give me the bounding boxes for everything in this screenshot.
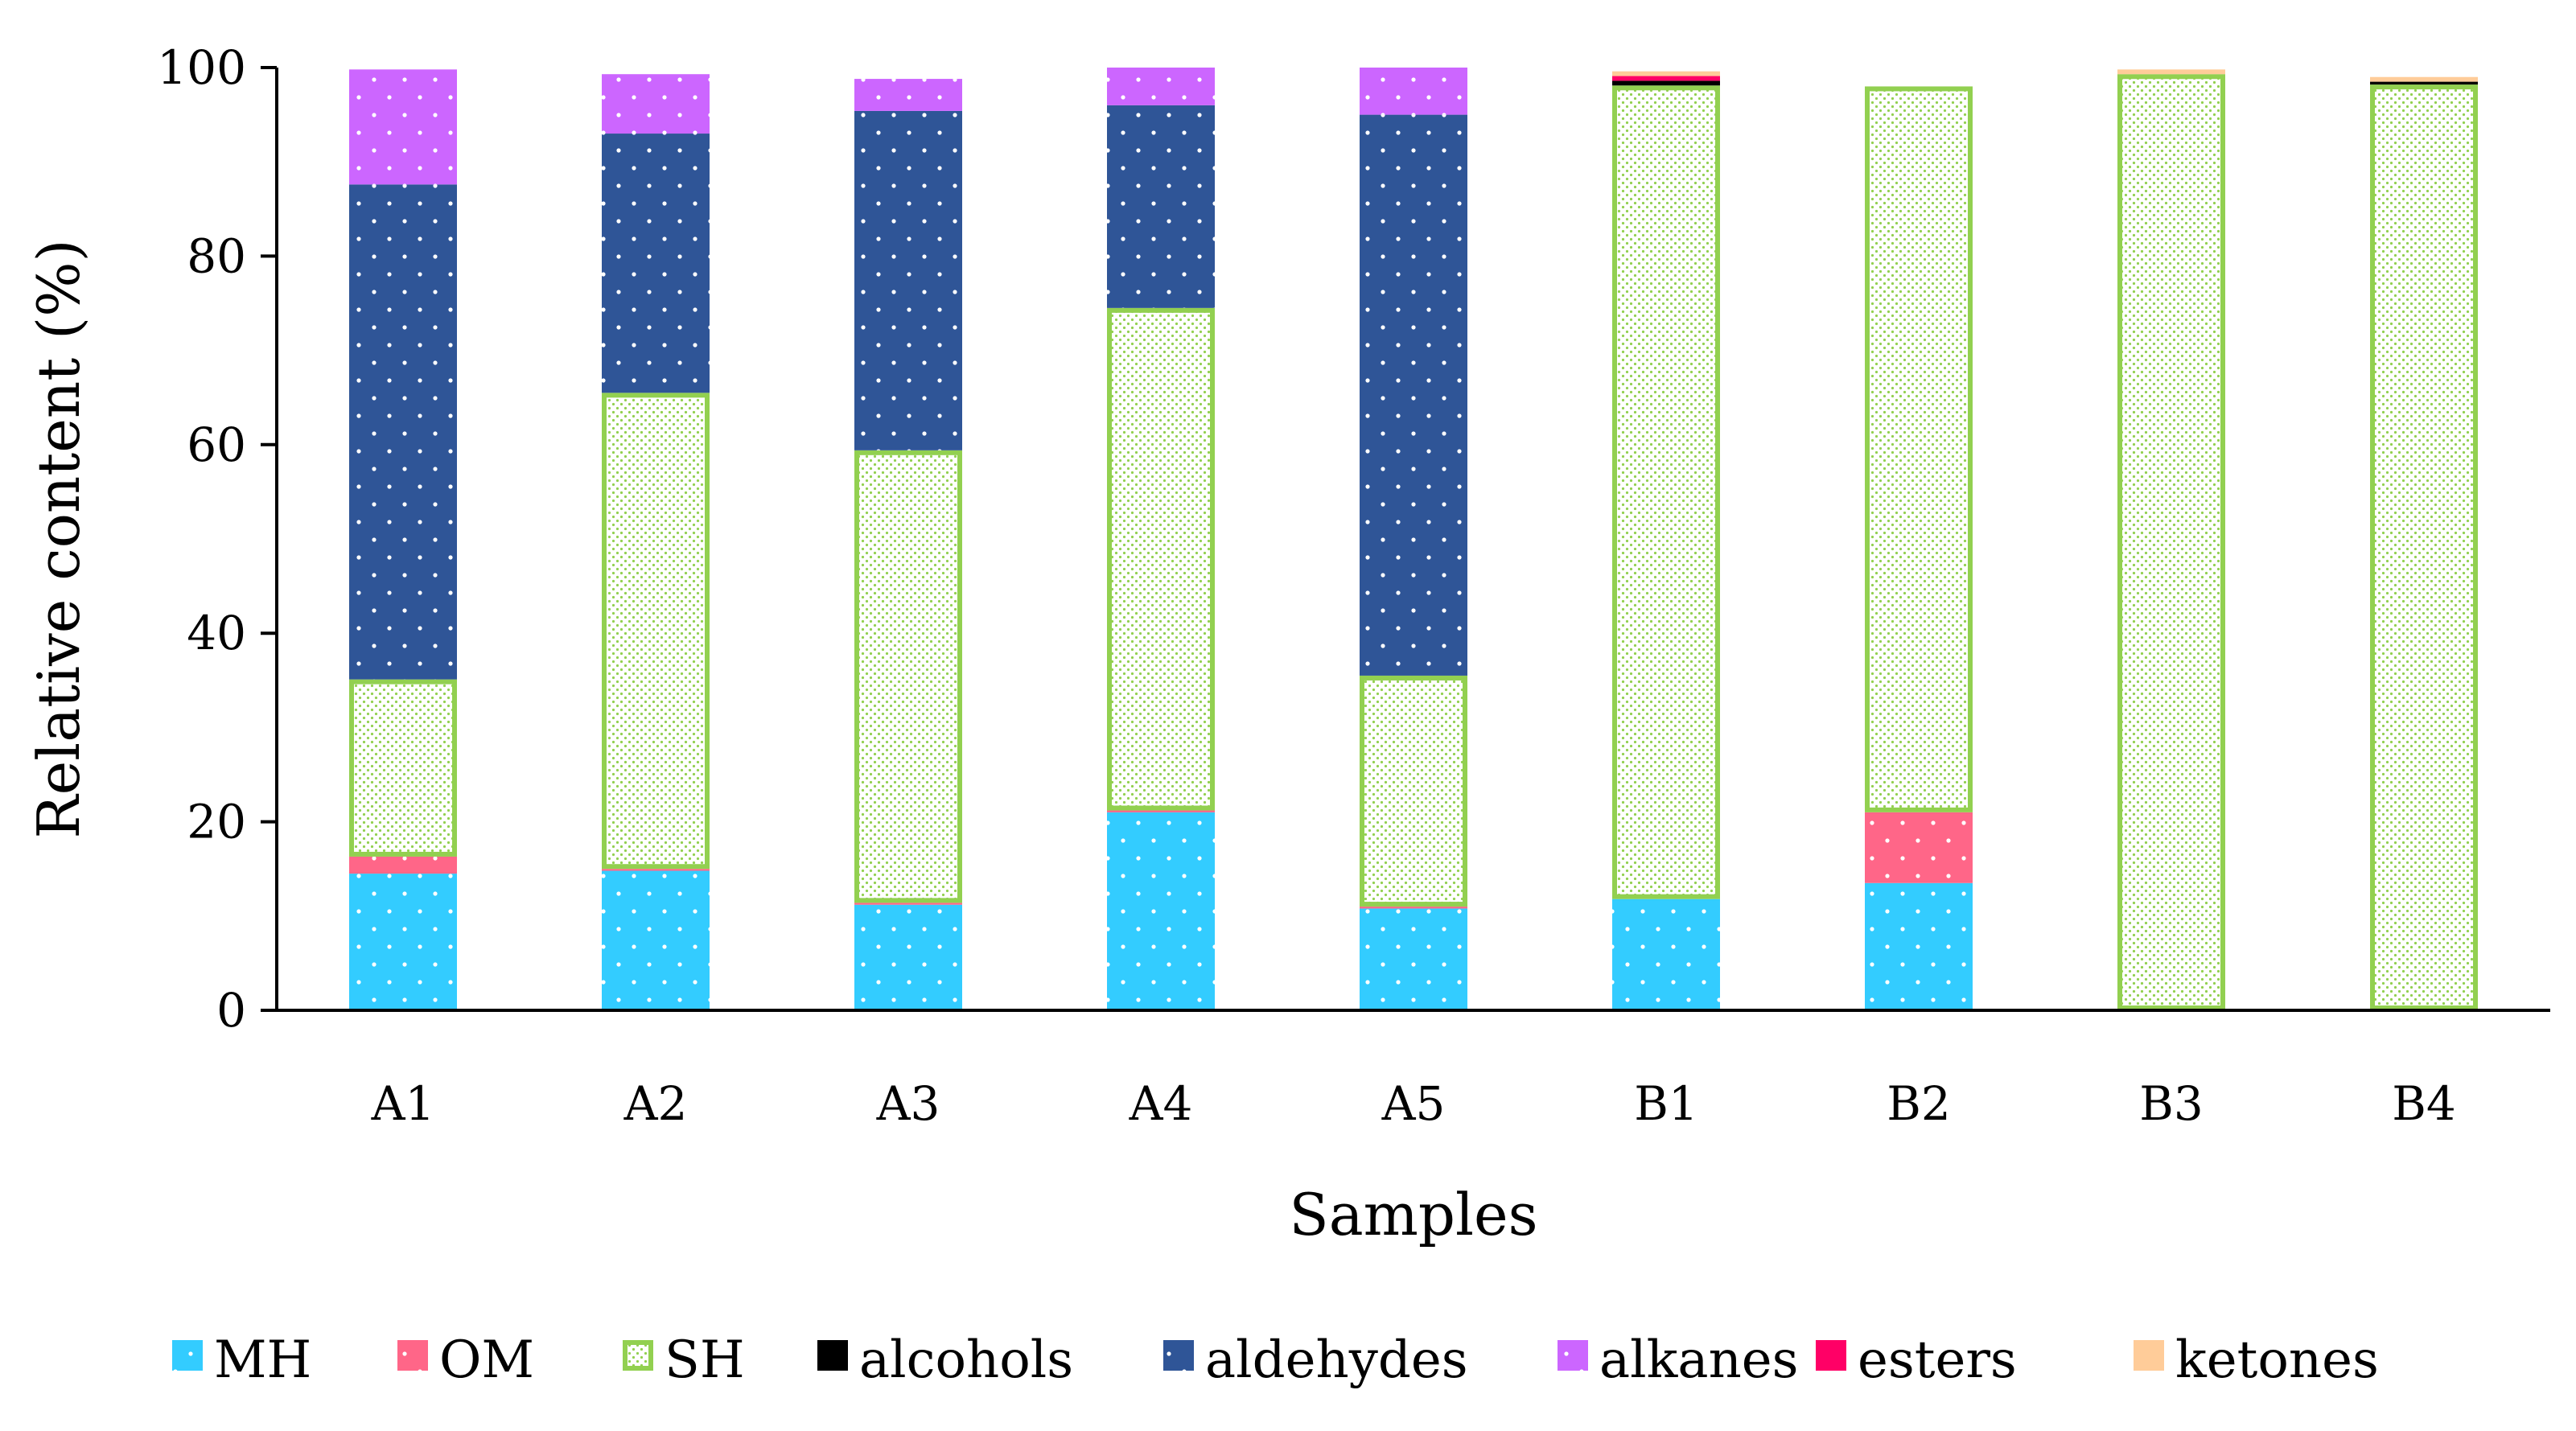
legend-item-esters: esters	[1816, 1330, 2017, 1390]
x-tick-label: A2	[623, 1076, 688, 1131]
x-axis-title: Samples	[1289, 1181, 1537, 1248]
y-tick-label: 60	[187, 417, 246, 472]
legend-label: esters	[1858, 1330, 2017, 1390]
bar-B1-MH	[1612, 898, 1720, 1010]
bar-A4-OM	[1107, 810, 1215, 812]
bar-A1-SH	[349, 679, 457, 857]
legend-item-alcohols: alcohols	[817, 1330, 1073, 1390]
bar-A2-aldehydes	[602, 134, 710, 393]
legend-label: ketones	[2175, 1330, 2379, 1390]
bar-B1-SH	[1612, 85, 1720, 899]
bar-B3-SH	[2117, 74, 2225, 1011]
legend-swatch	[623, 1340, 653, 1371]
legend-item-SH: SH	[623, 1330, 745, 1390]
bar-A1-aldehydes	[349, 184, 457, 680]
legend-item-MH: MH	[172, 1330, 311, 1390]
legend-swatch	[817, 1340, 848, 1371]
x-tick-label: B3	[2139, 1076, 2204, 1131]
bar-B2-OM	[1865, 812, 1973, 883]
x-tick-label: B2	[1887, 1076, 1951, 1131]
bar-B3-ketones	[2117, 69, 2225, 75]
bar-A2-OM	[602, 869, 710, 871]
bar-A5-alkanes	[1360, 68, 1467, 115]
legend-label: alcohols	[859, 1330, 1073, 1390]
bar-A5-aldehydes	[1360, 114, 1467, 676]
bar-A4-alkanes	[1107, 68, 1215, 105]
y-tick-label: 40	[187, 606, 246, 660]
legend-swatch	[1816, 1340, 1846, 1371]
bar-A1-MH	[349, 874, 457, 1010]
x-tick-label: A5	[1381, 1076, 1446, 1131]
bar-B2-SH	[1865, 86, 1973, 812]
bar-A3-aldehydes	[854, 110, 962, 450]
bar-A1-alkanes	[349, 69, 457, 185]
bar-A3-SH	[854, 450, 962, 903]
bar-B4-ketones	[2370, 76, 2478, 82]
legend-label: SH	[665, 1330, 745, 1390]
bar-A3-OM	[854, 903, 962, 905]
x-tick-label: B1	[1634, 1076, 1698, 1131]
y-tick-label: 80	[187, 228, 246, 283]
bar-A3-alkanes	[854, 79, 962, 111]
y-tick-label: 20	[187, 795, 246, 849]
bar-A5-MH	[1360, 908, 1467, 1010]
y-tick-label: 100	[157, 40, 246, 95]
legend-label: MH	[214, 1330, 311, 1390]
x-tick-label: B4	[2392, 1076, 2456, 1131]
legend-item-aldehydes: aldehydes	[1163, 1330, 1468, 1390]
bar-A5-OM	[1360, 907, 1467, 909]
bar-A4-SH	[1107, 307, 1215, 811]
legend-item-alkanes: alkanes	[1558, 1330, 1799, 1390]
x-tick-label: A4	[1129, 1076, 1193, 1131]
bar-A5-SH	[1360, 675, 1467, 907]
bar-A2-alkanes	[602, 74, 710, 134]
y-axis-title: Relative content (%)	[25, 239, 93, 838]
legend-label: OM	[439, 1330, 534, 1390]
x-tick-label: A3	[876, 1076, 940, 1131]
bar-A2-MH	[602, 870, 710, 1010]
legend-label: aldehydes	[1205, 1330, 1468, 1390]
y-tick-label: 0	[216, 983, 246, 1038]
bar-B1-alcohols	[1612, 80, 1720, 86]
bars-layer	[349, 68, 2478, 1011]
legend-swatch	[2134, 1340, 2164, 1371]
bar-B4-alcohols	[2370, 81, 2478, 85]
x-tick-label: A1	[371, 1076, 435, 1131]
bar-B2-MH	[1865, 882, 1973, 1010]
bar-A4-aldehydes	[1107, 105, 1215, 308]
legend-item-OM: OM	[397, 1330, 534, 1390]
bar-B1-esters	[1612, 76, 1720, 81]
legend-item-ketones: ketones	[2134, 1330, 2379, 1390]
bar-B4-SH	[2370, 84, 2478, 1011]
bar-A1-OM	[349, 856, 457, 874]
bar-A4-MH	[1107, 812, 1215, 1010]
legend: MH OM SH alcohols aldehydes alkanes esters keto…	[172, 1330, 2379, 1390]
bar-B1-ketones	[1612, 71, 1720, 76]
bar-A2-SH	[602, 393, 710, 870]
bar-A3-MH	[854, 904, 962, 1010]
legend-label: alkanes	[1599, 1330, 1799, 1390]
axes-layer: 0 20 40 60 80 100 A1 A2 A3 A4 A5 B1 B2 B3 B4 Samples Rel…	[25, 40, 2550, 1248]
